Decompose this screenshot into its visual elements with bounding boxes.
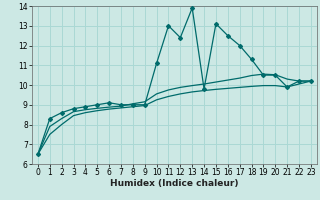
X-axis label: Humidex (Indice chaleur): Humidex (Indice chaleur) — [110, 179, 239, 188]
